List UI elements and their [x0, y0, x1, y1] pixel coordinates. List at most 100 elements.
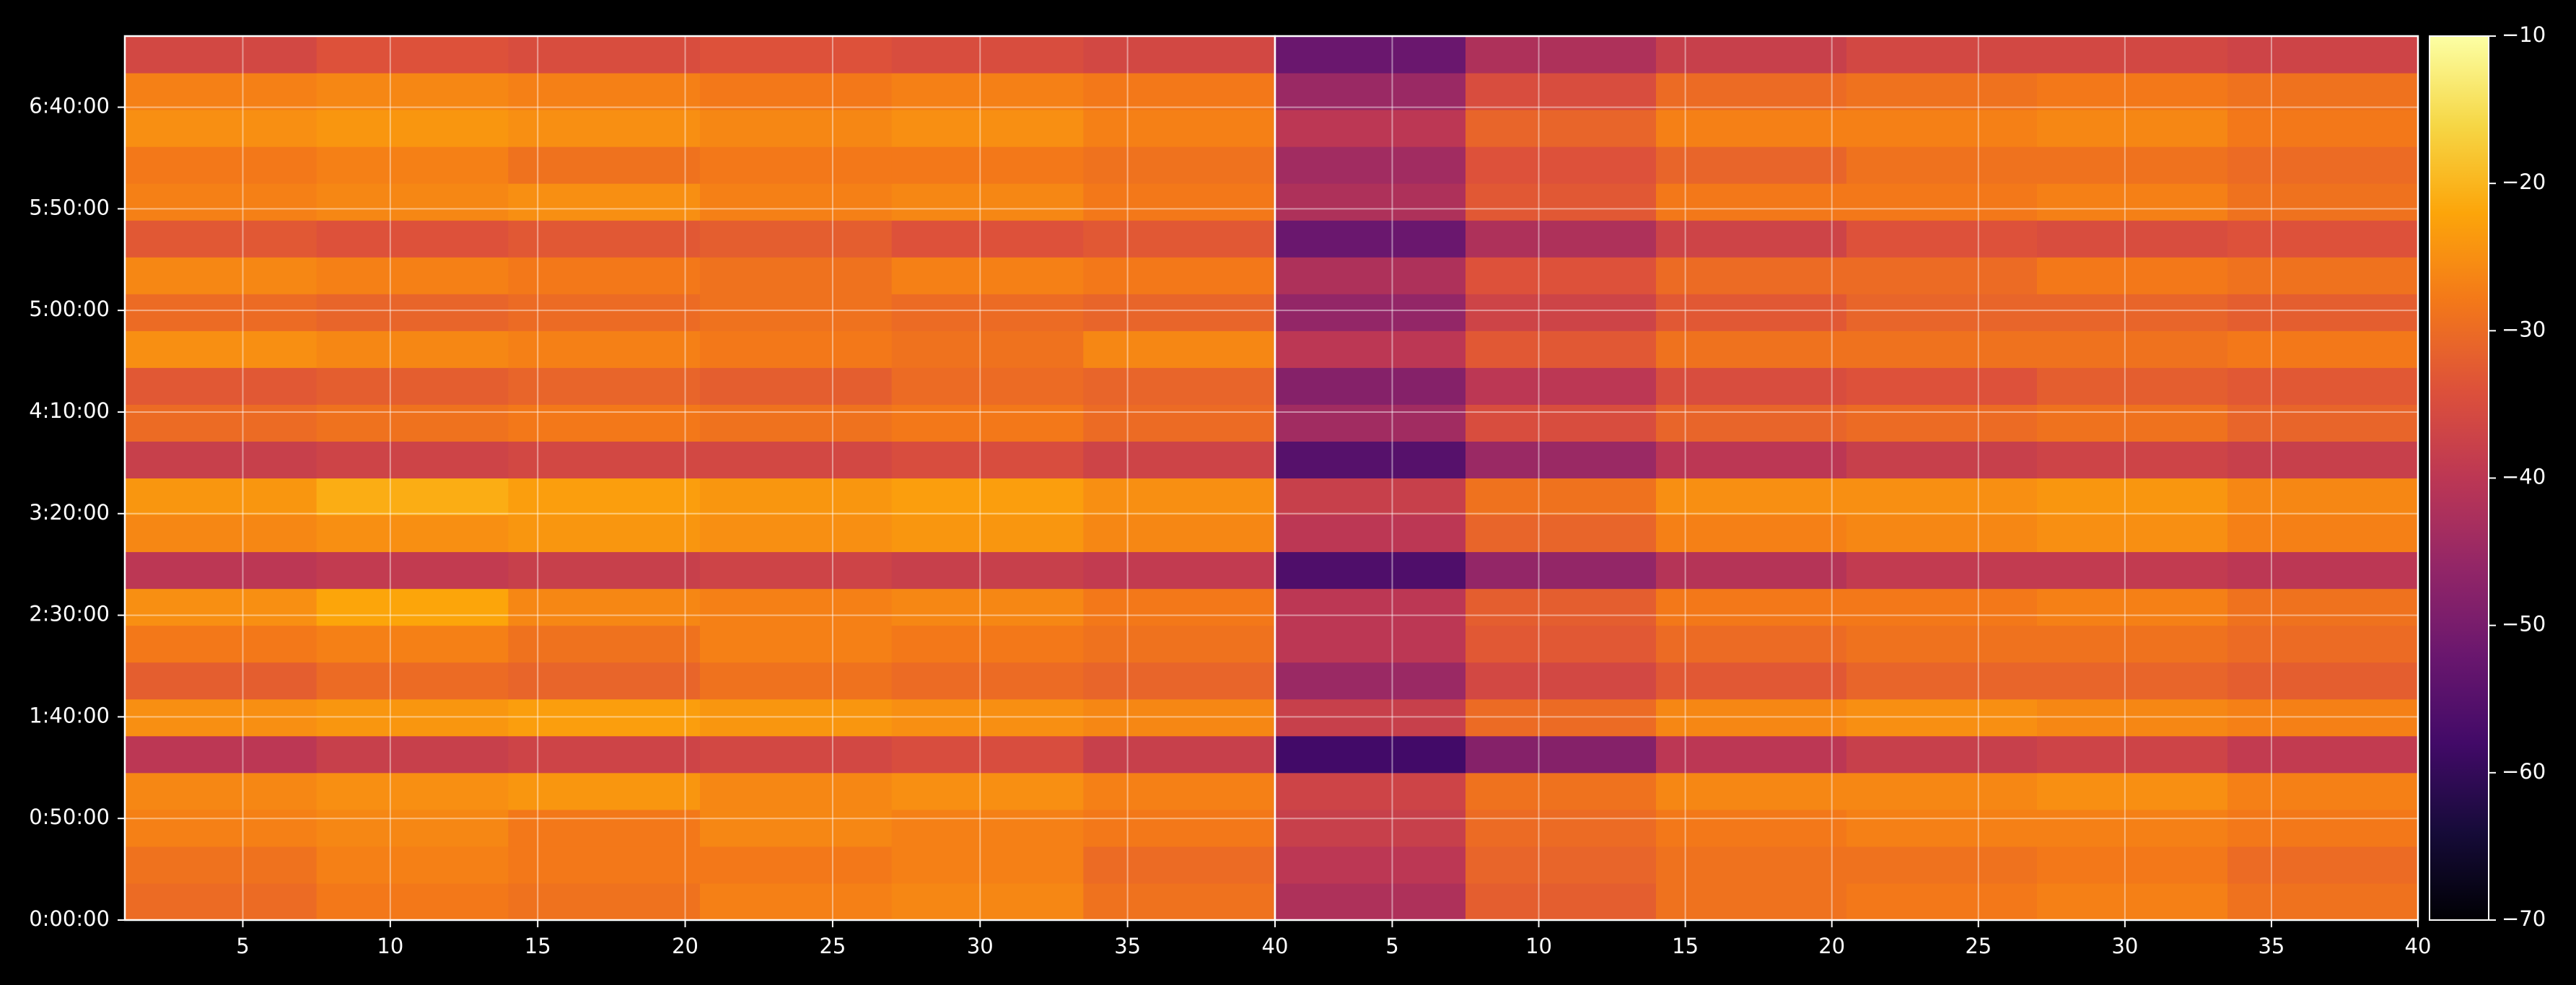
heatmap-cell [1083, 735, 1276, 774]
heatmap-cell [2037, 110, 2228, 147]
heatmap-cell [2227, 183, 2419, 221]
heatmap-cell [700, 110, 893, 147]
heatmap-cell [700, 515, 893, 553]
heatmap-cell [1846, 330, 2038, 368]
heatmap-cell [1275, 110, 1466, 147]
heatmap-cell [316, 330, 509, 368]
heatmap-cell [125, 294, 317, 331]
heatmap-cell [1466, 257, 1657, 294]
heatmap-cell [1083, 662, 1276, 700]
heatmap-cell [891, 772, 1084, 810]
heatmap-cell [2227, 404, 2419, 442]
heatmap-cell [2227, 809, 2419, 847]
heatmap-cell [1083, 220, 1276, 258]
heatmap-cell [1466, 735, 1657, 774]
heatmap-cell [891, 294, 1084, 331]
heatmap-cell [1656, 183, 1847, 221]
heatmap-cell [125, 846, 317, 884]
heatmap-cell [1656, 662, 1847, 700]
heatmap-cell [316, 625, 509, 663]
heatmap-cell [2037, 294, 2228, 331]
y-tick-label: 5:50:00 [29, 195, 110, 219]
heatmap-cell [1656, 257, 1847, 294]
heatmap-cell [891, 846, 1084, 884]
heatmap-cell [125, 330, 317, 368]
heatmap-cell [2037, 551, 2228, 590]
heatmap-cell [700, 183, 893, 221]
heatmap-panel [1275, 36, 2419, 921]
heatmap-cell [316, 478, 509, 516]
heatmap-cell [1466, 220, 1657, 258]
heatmap-cell [1846, 588, 2038, 626]
heatmap-cell [125, 772, 317, 810]
heatmap-cell [1466, 772, 1657, 810]
heatmap-cell [316, 36, 509, 74]
heatmap-cell [2227, 73, 2419, 110]
heatmap-cell [1275, 367, 1466, 405]
heatmap-cell [125, 551, 317, 590]
heatmap-cell [2227, 588, 2419, 626]
heatmap-cell [508, 146, 701, 184]
heatmap-cell [2227, 220, 2419, 258]
heatmap-cell [891, 441, 1084, 478]
heatmap-cell [1275, 257, 1466, 294]
heatmap-cell [2227, 772, 2419, 810]
panel-frame [1274, 35, 2419, 921]
heatmap-cell [125, 478, 317, 516]
heatmap-cell [1466, 625, 1657, 663]
heatmap-cell [316, 735, 509, 774]
heatmap-cell [891, 735, 1084, 774]
x-tick-label: 35 [2258, 934, 2284, 958]
heatmap-cell [1466, 73, 1657, 110]
heatmap-cell [1275, 735, 1466, 774]
heatmap-cell [1846, 110, 2038, 147]
heatmap-cell [1656, 551, 1847, 590]
heatmap-cell [1466, 515, 1657, 553]
heatmap-cell [1656, 294, 1847, 331]
heatmap-cell [1656, 73, 1847, 110]
colorbar-tick-label: −30 [2502, 317, 2546, 341]
colorbar-tick-label: −40 [2502, 465, 2546, 489]
y-tick-label: 6:40:00 [29, 94, 110, 118]
heatmap-cell [2037, 809, 2228, 847]
heatmap-cell [125, 36, 317, 74]
heatmap-cell [2227, 515, 2419, 553]
heatmap-cell [1275, 699, 1466, 737]
heatmap-cell [1846, 404, 2038, 442]
heatmap-cell [2227, 36, 2419, 74]
heatmap-cell [125, 625, 317, 663]
heatmap-cell [508, 846, 701, 884]
colorbar-tick-label: −70 [2502, 906, 2546, 931]
colorbar [2429, 35, 2489, 921]
heatmap-cell [508, 478, 701, 516]
y-tick-label: 0:50:00 [29, 805, 110, 829]
x-tick-label: 15 [1672, 934, 1699, 958]
heatmap-cell [2227, 146, 2419, 184]
heatmap-cell [891, 515, 1084, 553]
heatmap-cell [1656, 846, 1847, 884]
heatmap-cell [700, 294, 893, 331]
heatmap-cell [891, 625, 1084, 663]
heatmap-cell [1083, 146, 1276, 184]
heatmap-cell [891, 257, 1084, 294]
heatmap-cell [508, 551, 701, 590]
heatmap-cell [2037, 625, 2228, 663]
heatmap-cell [1466, 478, 1657, 516]
heatmap-cell [1466, 294, 1657, 331]
y-tick-label: 4:10:00 [29, 398, 110, 423]
heatmap-cell [508, 330, 701, 368]
heatmap-cell [125, 809, 317, 847]
heatmap-cell [1275, 772, 1466, 810]
heatmap-cell [2037, 588, 2228, 626]
y-tick-label: 0:00:00 [29, 906, 110, 931]
heatmap-cell [1275, 478, 1466, 516]
heatmap-cell [1656, 36, 1847, 74]
colorbar-tick-label: −10 [2502, 22, 2546, 47]
heatmap-cell [125, 257, 317, 294]
heatmap-cell [2227, 294, 2419, 331]
heatmap-cell [508, 367, 701, 405]
heatmap-cell [1846, 294, 2038, 331]
x-tick-label: 5 [236, 934, 249, 958]
y-tick-label: 5:00:00 [29, 297, 110, 321]
